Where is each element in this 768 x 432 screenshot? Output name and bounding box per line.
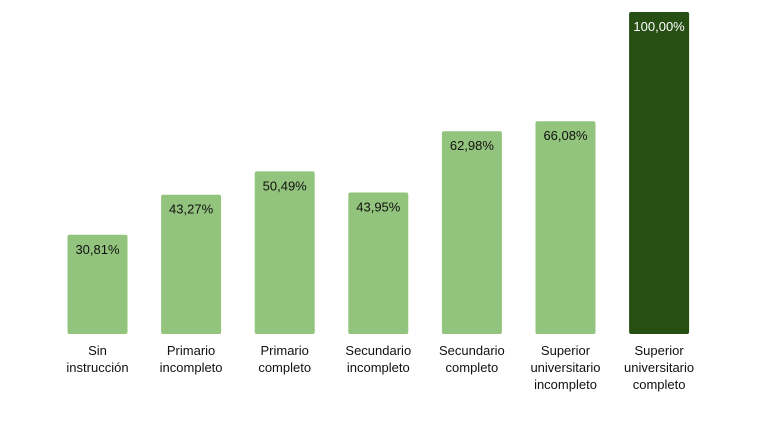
value-label-3: 43,95% bbox=[356, 200, 401, 215]
value-label-5: 66,08% bbox=[543, 128, 588, 143]
bars-group bbox=[67, 12, 690, 334]
bar-0 bbox=[67, 234, 128, 334]
category-label-4: Secundario completo bbox=[439, 343, 505, 375]
category-label-1: Primario incompleto bbox=[160, 343, 223, 375]
value-label-2: 50,49% bbox=[263, 178, 308, 193]
bar-2 bbox=[254, 171, 315, 334]
bar-3 bbox=[348, 192, 409, 334]
value-label-1: 43,27% bbox=[169, 202, 214, 217]
bar-4 bbox=[441, 131, 502, 334]
bar-6 bbox=[629, 12, 690, 334]
category-label-2: Primario completo bbox=[258, 343, 311, 375]
category-label-0: Sin instrucción bbox=[66, 343, 128, 375]
value-labels-group: 30,81% 43,27% 50,49% 43,95% 62,98% 66,08% 100,… bbox=[75, 19, 685, 257]
value-label-4: 62,98% bbox=[450, 138, 495, 153]
category-label-5: Superior universitario incompleto bbox=[530, 343, 600, 392]
category-label-6: Superior universitario completo bbox=[624, 343, 694, 392]
bar-1 bbox=[161, 194, 222, 334]
value-label-0: 30,81% bbox=[75, 242, 120, 257]
value-label-6: 100,00% bbox=[633, 19, 685, 34]
category-labels-group: Sin instrucción Primario incompleto Primario… bbox=[66, 343, 694, 392]
bar-5 bbox=[535, 121, 596, 334]
category-label-3: Secundario incompleto bbox=[345, 343, 411, 375]
